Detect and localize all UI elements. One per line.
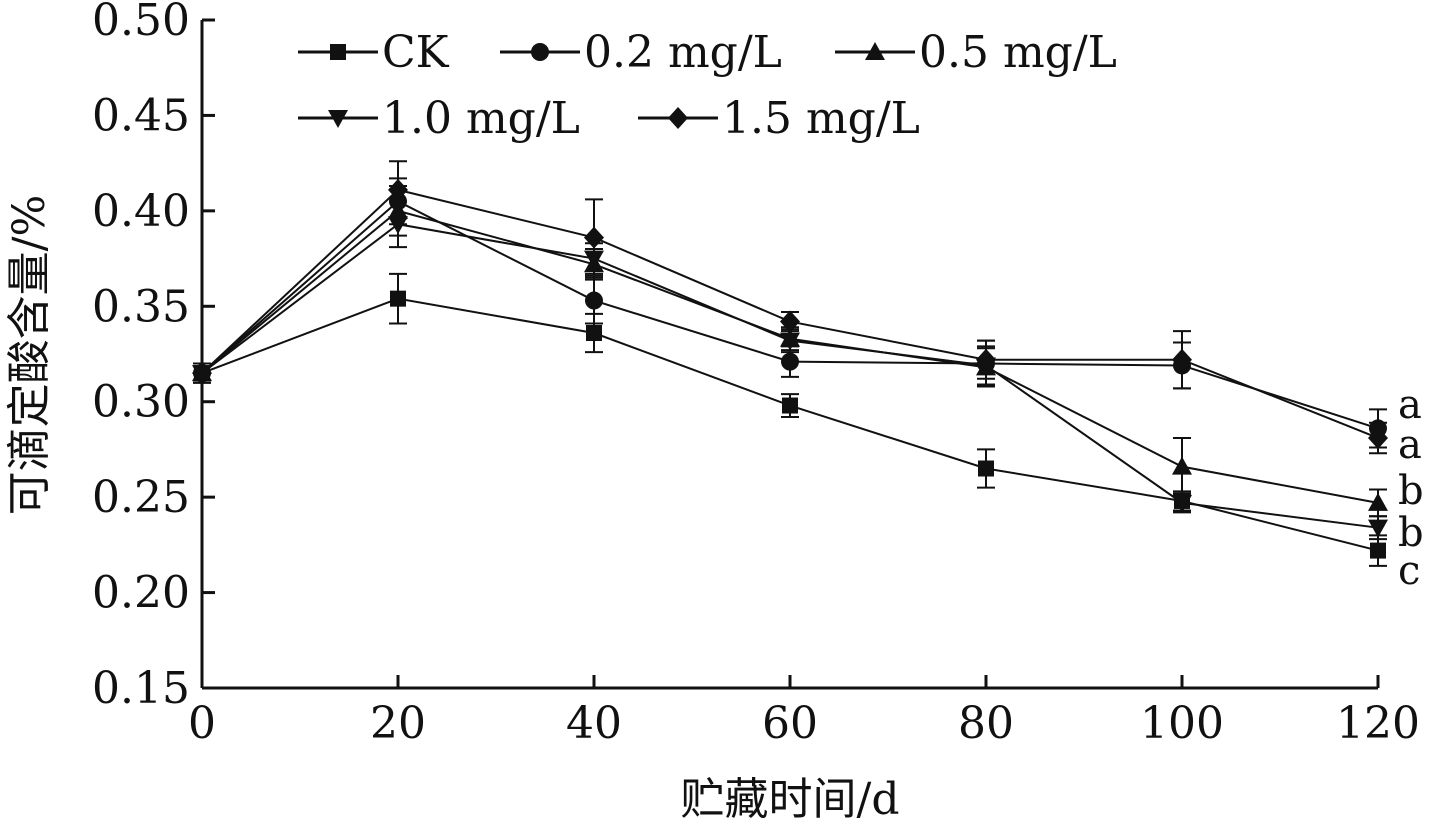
data-point (584, 226, 604, 249)
y-tick-label: 0.20 (92, 568, 190, 619)
y-tick-label: 0.25 (92, 472, 190, 523)
legend-label: 1.0 mg/L (382, 93, 580, 144)
legend-item: 0.5 mg/L (835, 27, 1117, 78)
significance-label: a (1398, 382, 1422, 428)
y-tick-label: 0.30 (92, 377, 190, 428)
legend: CK 0.2 mg/L 0.5 mg/L 1.0 mg/L 1.5 mg/L (298, 27, 1117, 144)
legend-marker (865, 42, 885, 60)
x-tick-label: 0 (188, 698, 216, 749)
x-axis-title: 贮藏时间/d (681, 774, 900, 825)
x-tick-label: 20 (370, 698, 426, 749)
x-tick-label: 100 (1140, 698, 1224, 749)
legend-item: CK (298, 27, 450, 78)
legend-marker (328, 110, 348, 128)
data-point (780, 332, 800, 351)
data-point (1368, 519, 1388, 538)
data-point (390, 290, 406, 307)
data-point (1368, 492, 1388, 511)
data-point (781, 352, 799, 371)
legend-item: 1.0 mg/L (298, 93, 580, 144)
significance-label: b (1398, 510, 1424, 556)
y-axis-title: 可滴定酸含量/% (4, 195, 55, 516)
y-tick-label: 0.40 (92, 186, 190, 237)
x-tick-label: 120 (1336, 698, 1420, 749)
significance-label: c (1398, 548, 1420, 594)
data-point (1368, 426, 1388, 449)
data-point (780, 310, 800, 333)
legend-marker (330, 44, 346, 60)
y-tick-label: 0.50 (92, 0, 190, 46)
significance-label: b (1398, 468, 1424, 514)
data-point (782, 397, 798, 414)
data-point (978, 460, 994, 477)
data-point (388, 216, 408, 235)
legend-label: 0.2 mg/L (584, 27, 782, 78)
y-tick-label: 0.35 (92, 281, 190, 332)
data-point (1370, 542, 1386, 559)
data-point (388, 178, 408, 201)
x-tick-label: 40 (566, 698, 622, 749)
series-diamond (192, 160, 1388, 455)
data-point (1172, 456, 1192, 475)
significance-label: a (1398, 422, 1422, 468)
y-tick-label: 0.15 (92, 663, 190, 714)
y-tick-label: 0.45 (92, 90, 190, 141)
axes: 0.15 0.20 0.25 0.30 0.35 0.40 0.45 0.50 0 20 40 60 8… (92, 0, 1420, 749)
legend-label: CK (382, 27, 450, 78)
legend-item: 0.2 mg/L (500, 27, 782, 78)
data-point (1172, 494, 1192, 513)
legend-label: 1.5 mg/L (722, 93, 920, 144)
legend-marker (531, 43, 549, 61)
x-tick-label: 80 (958, 698, 1014, 749)
data-point (586, 325, 602, 342)
data-point (192, 362, 212, 385)
x-tick-label: 60 (762, 698, 818, 749)
data-point (585, 291, 603, 310)
legend-item: 1.5 mg/L (638, 93, 920, 144)
legend-label: 0.5 mg/L (919, 27, 1117, 78)
data-point (976, 348, 996, 371)
data-point (1172, 348, 1192, 371)
legend-marker (668, 107, 688, 129)
